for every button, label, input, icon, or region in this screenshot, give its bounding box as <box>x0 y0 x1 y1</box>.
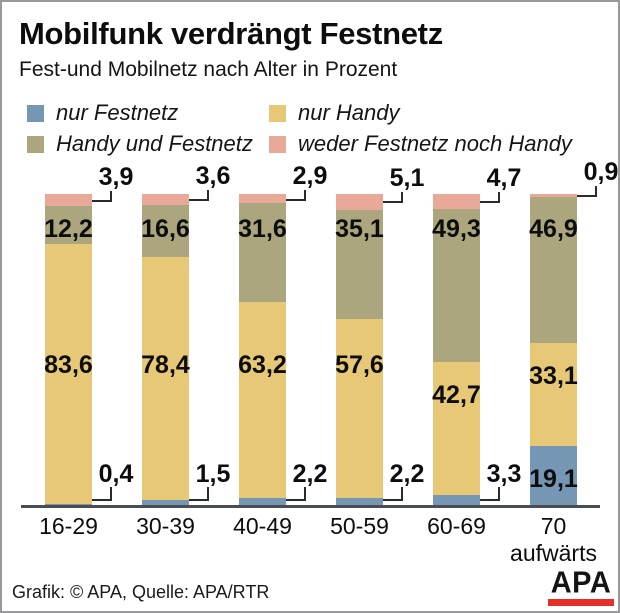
value-label: 19,1 <box>529 464 578 493</box>
segment-3-weder-festnetz-noch-handy <box>336 194 383 210</box>
segment-2-handy-und-festnetz <box>336 209 383 320</box>
segment-2-handy-und-festnetz <box>239 203 286 302</box>
value-label: 78,4 <box>141 351 190 379</box>
value-label: 31,6 <box>238 215 287 243</box>
category-label: 40-49 <box>233 513 292 539</box>
value-label: 49,3 <box>432 215 481 243</box>
connector-line <box>383 201 403 203</box>
chart-subtitle: Fest-und Mobilnetz nach Alter in Prozent <box>19 58 398 81</box>
segment-3-weder-festnetz-noch-handy <box>530 194 577 197</box>
category-label: 30-39 <box>136 513 195 539</box>
segment-2-handy-und-festnetz <box>530 196 577 343</box>
segment-3-weder-festnetz-noch-handy <box>142 193 189 205</box>
connector-line <box>304 189 306 201</box>
value-label: 33,1 <box>529 361 578 390</box>
legend-swatch-handy-und-festnetz <box>27 135 44 153</box>
connector-line <box>401 487 403 501</box>
value-label: 12,2 <box>44 215 93 243</box>
value-label: 16,6 <box>141 215 190 243</box>
value-label: 57,6 <box>335 351 384 379</box>
legend-swatch-nur-festnetz <box>27 104 44 122</box>
segment-3-weder-festnetz-noch-handy <box>45 193 92 206</box>
segment-0-nur-festnetz <box>336 498 383 505</box>
segment-0-nur-festnetz <box>45 503 92 505</box>
apa-logo-bar <box>548 598 614 606</box>
category-label: 60-69 <box>427 513 486 539</box>
value-label: 0,4 <box>98 460 134 488</box>
connector-line <box>110 190 112 202</box>
category-label: 16-29 <box>39 513 98 539</box>
value-label: 3,9 <box>98 162 134 191</box>
segment-1-nur-handy <box>239 301 286 499</box>
segment-2-handy-und-festnetz <box>433 208 480 362</box>
segment-2-handy-und-festnetz <box>142 204 189 257</box>
legend-swatch-weder-festnetz-noch-handy <box>269 135 286 153</box>
page-title: Mobilfunk verdrängt Festnetz <box>19 16 443 51</box>
connector-line <box>498 192 500 203</box>
connector-line <box>110 487 112 501</box>
connector-line <box>577 195 597 198</box>
value-label: 2,2 <box>292 460 328 488</box>
connector-line <box>286 499 306 501</box>
value-label: 5,1 <box>389 164 425 192</box>
connector-line <box>207 487 209 501</box>
connector-line <box>304 487 306 501</box>
connector-line <box>498 487 500 501</box>
legend-label: nur Handy <box>298 100 400 125</box>
x-axis-baseline <box>21 505 600 508</box>
connector-line <box>480 499 500 501</box>
value-label: 42,7 <box>432 380 481 409</box>
legend-swatch-nur-handy <box>269 104 286 122</box>
segment-3-weder-festnetz-noch-handy <box>433 194 480 209</box>
value-label: 35,1 <box>335 215 384 243</box>
connector-line <box>480 201 500 203</box>
segment-1-nur-handy <box>336 319 383 499</box>
value-label: 63,2 <box>238 351 287 379</box>
legend-label: Handy und Festnetz <box>56 131 253 156</box>
legend-item-weder-festnetz-noch-handy: weder Festnetz noch Handy <box>269 131 572 157</box>
value-label: 3,3 <box>486 460 522 488</box>
segment-2-handy-und-festnetz <box>45 205 92 244</box>
category-label: 50-59 <box>330 513 389 539</box>
connector-line <box>207 190 209 202</box>
segment-0-nur-festnetz <box>142 500 189 505</box>
segment-0-nur-festnetz <box>433 494 480 505</box>
connector-line <box>595 186 597 198</box>
value-label: 2,2 <box>389 460 425 488</box>
value-label: 0,9 <box>583 158 619 187</box>
segment-1-nur-handy <box>142 256 189 501</box>
legend-item-nur-handy: nur Handy <box>269 100 400 126</box>
legend-item-handy-und-festnetz: Handy und Festnetz <box>27 131 253 157</box>
value-label: 46,9 <box>529 215 578 243</box>
apa-logo: APA <box>548 566 614 606</box>
value-label: 1,5 <box>195 460 231 488</box>
legend-item-nur-festnetz: nur Festnetz <box>27 100 178 126</box>
connector-line <box>92 199 112 202</box>
legend-label: nur Festnetz <box>56 100 179 125</box>
value-label: 2,9 <box>292 161 328 190</box>
segment-3-weder-festnetz-noch-handy <box>239 194 286 204</box>
connector-line <box>189 199 209 202</box>
connector-line <box>189 499 209 501</box>
connector-line <box>401 192 403 203</box>
category-label: 70 aufwärts <box>510 513 597 567</box>
connector-line <box>383 499 403 501</box>
segment-1-nur-handy <box>530 342 577 446</box>
legend-label: weder Festnetz noch Handy <box>298 131 572 156</box>
value-label: 4,7 <box>486 164 522 192</box>
connector-line <box>286 198 306 201</box>
credit-text: Grafik: © APA, Quelle: APA/RTR <box>12 582 270 602</box>
segment-0-nur-festnetz <box>530 445 577 505</box>
segment-0-nur-festnetz <box>239 498 286 505</box>
segment-1-nur-handy <box>45 243 92 504</box>
value-label: 83,6 <box>44 351 93 379</box>
apa-logo-text: APA <box>550 566 612 600</box>
value-label: 3,6 <box>195 162 231 191</box>
connector-line <box>92 499 112 501</box>
segment-1-nur-handy <box>433 361 480 495</box>
